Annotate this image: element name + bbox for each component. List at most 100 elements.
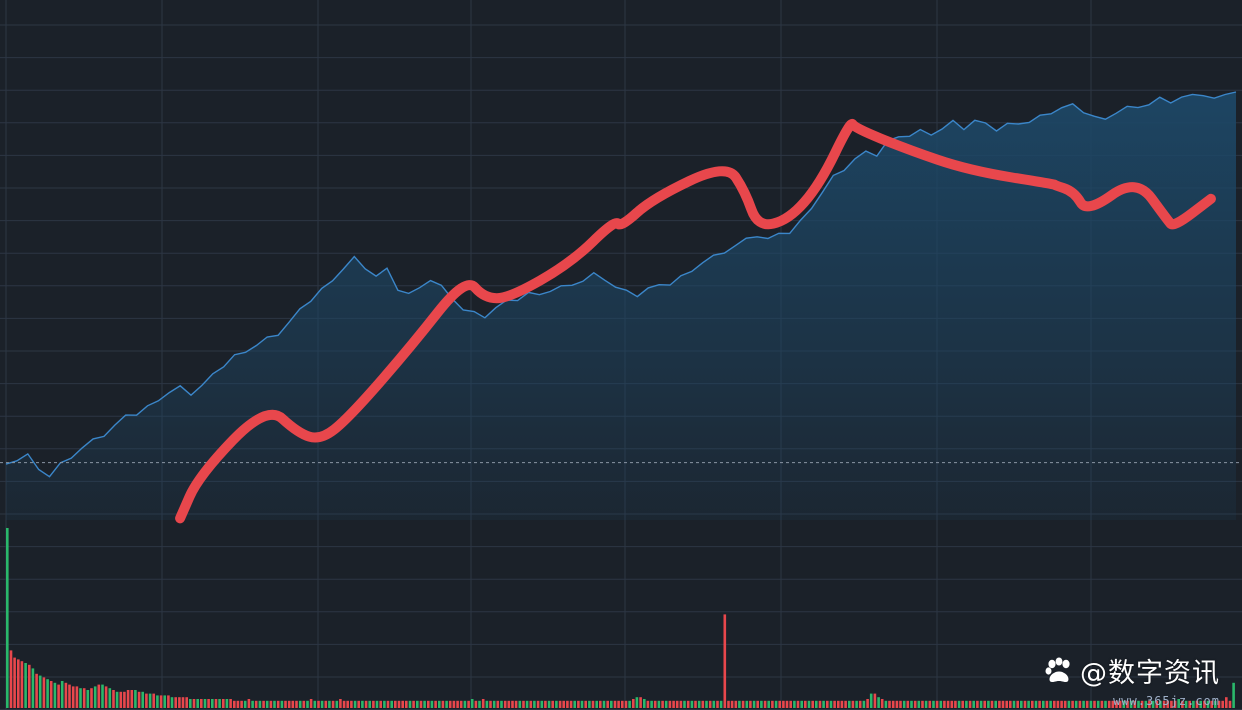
volume-bar-43 (163, 695, 166, 708)
volume-bar-19 (75, 686, 79, 708)
price-line (5, 91, 1237, 478)
volume-bar-226 (833, 700, 836, 708)
volume-bar-1 (9, 650, 13, 708)
volume-bar-102 (379, 700, 382, 708)
volume-bar-254 (935, 700, 939, 708)
volume-bar-178 (657, 700, 661, 708)
volume-bar-291 (1071, 700, 1074, 708)
volume-bar-308 (1133, 700, 1137, 708)
volume-bar-168 (621, 700, 624, 708)
volume-bar-218 (804, 700, 807, 708)
volume-bar-73 (273, 700, 276, 708)
volume-bar-123 (456, 700, 459, 708)
volume-bar-39 (148, 693, 152, 708)
volume-bar-124 (459, 700, 463, 708)
volume-bar-81 (302, 700, 306, 708)
volume-bar-127 (470, 699, 474, 708)
volume-bar-305 (1122, 700, 1126, 708)
volume-bar-247 (910, 700, 913, 708)
volume-bar-193 (712, 700, 716, 708)
volume-bar-95 (353, 700, 357, 708)
volume-bar-213 (785, 700, 789, 708)
volume-bar-74 (276, 700, 280, 708)
volume-bar-265 (976, 700, 979, 708)
volume-bar-326 (1199, 700, 1202, 708)
volume-bar-259 (954, 700, 957, 708)
volume-bar-195 (719, 700, 723, 708)
volume-bar-184 (679, 700, 683, 708)
volume-bar-41 (156, 695, 159, 708)
volume-bar-235 (866, 699, 869, 708)
volume-bar-331 (1217, 700, 1221, 708)
volume-bar-65 (243, 700, 247, 708)
price-area-series (5, 91, 1237, 520)
volume-bar-201 (741, 700, 745, 708)
volume-bar-287 (1056, 700, 1060, 708)
volume-bar-29 (112, 690, 115, 708)
volume-bar-37 (141, 691, 144, 708)
volume-bar-93 (346, 700, 349, 708)
volume-bar-27 (104, 686, 108, 708)
volume-bar-290 (1067, 700, 1071, 708)
volume-bar-277 (1020, 700, 1023, 708)
volume-bar-255 (939, 700, 943, 708)
volume-bar-134 (496, 700, 500, 708)
volume-bar-60 (225, 699, 229, 708)
volume-bar-115 (427, 700, 430, 708)
volume-bar-151 (558, 700, 562, 708)
volume-bar-200 (738, 700, 741, 708)
volume-bar-244 (899, 700, 902, 708)
volume-bar-111 (412, 700, 415, 708)
volume-bar-314 (1155, 700, 1159, 708)
volume-bar-217 (800, 700, 803, 708)
volume-bar-267 (983, 700, 986, 708)
volume-bar-282 (1038, 700, 1041, 708)
volume-bar-194 (716, 700, 719, 708)
volume-bar-185 (683, 700, 686, 708)
watermark: @数字资讯 (1044, 651, 1220, 690)
volume-bar-13 (53, 682, 57, 708)
volume-bar-148 (547, 700, 551, 708)
volume-bar-303 (1115, 700, 1118, 708)
volume-bar-191 (705, 700, 708, 708)
volume-bar-46 (174, 697, 177, 708)
volume-bar-219 (807, 700, 811, 708)
volume-bar-298 (1096, 700, 1100, 708)
volume-bar-294 (1082, 700, 1085, 708)
volume-bar-167 (617, 700, 620, 708)
volume-bar-297 (1093, 700, 1096, 708)
volume-bar-82 (306, 700, 309, 708)
volume-bar-50 (189, 699, 192, 708)
volume-bar-61 (229, 699, 232, 708)
volume-bar-5 (24, 663, 27, 708)
volume-bar-187 (690, 700, 694, 708)
volume-bar-319 (1173, 700, 1177, 708)
volume-bar-92 (342, 700, 346, 708)
volume-bar-249 (917, 700, 921, 708)
volume-bar-59 (222, 699, 225, 708)
volume-bar-196 (723, 614, 727, 708)
volume-bar-141 (522, 700, 525, 708)
volume-bar-162 (599, 700, 602, 708)
volume-bar-126 (467, 700, 470, 708)
volume-bar-197 (727, 700, 730, 708)
volume-bar-48 (181, 697, 185, 708)
volume-bar-90 (335, 700, 339, 708)
volume-bar-171 (632, 699, 635, 708)
volume-bar-192 (708, 700, 712, 708)
volume-bar-84 (313, 700, 317, 708)
volume-bar-55 (207, 699, 210, 708)
volume-bar-329 (1210, 700, 1213, 708)
volume-bar-4 (20, 661, 24, 708)
volume-bar-301 (1107, 700, 1111, 708)
volume-bar-225 (829, 700, 833, 708)
volume-bar-100 (372, 700, 375, 708)
volume-bar-240 (884, 700, 888, 708)
volume-bar-241 (888, 700, 891, 708)
volume-bar-154 (569, 700, 573, 708)
volume-bar-328 (1206, 700, 1210, 708)
volume-bar-175 (646, 700, 650, 708)
volume-bar-152 (562, 700, 565, 708)
volume-bar-220 (811, 700, 814, 708)
